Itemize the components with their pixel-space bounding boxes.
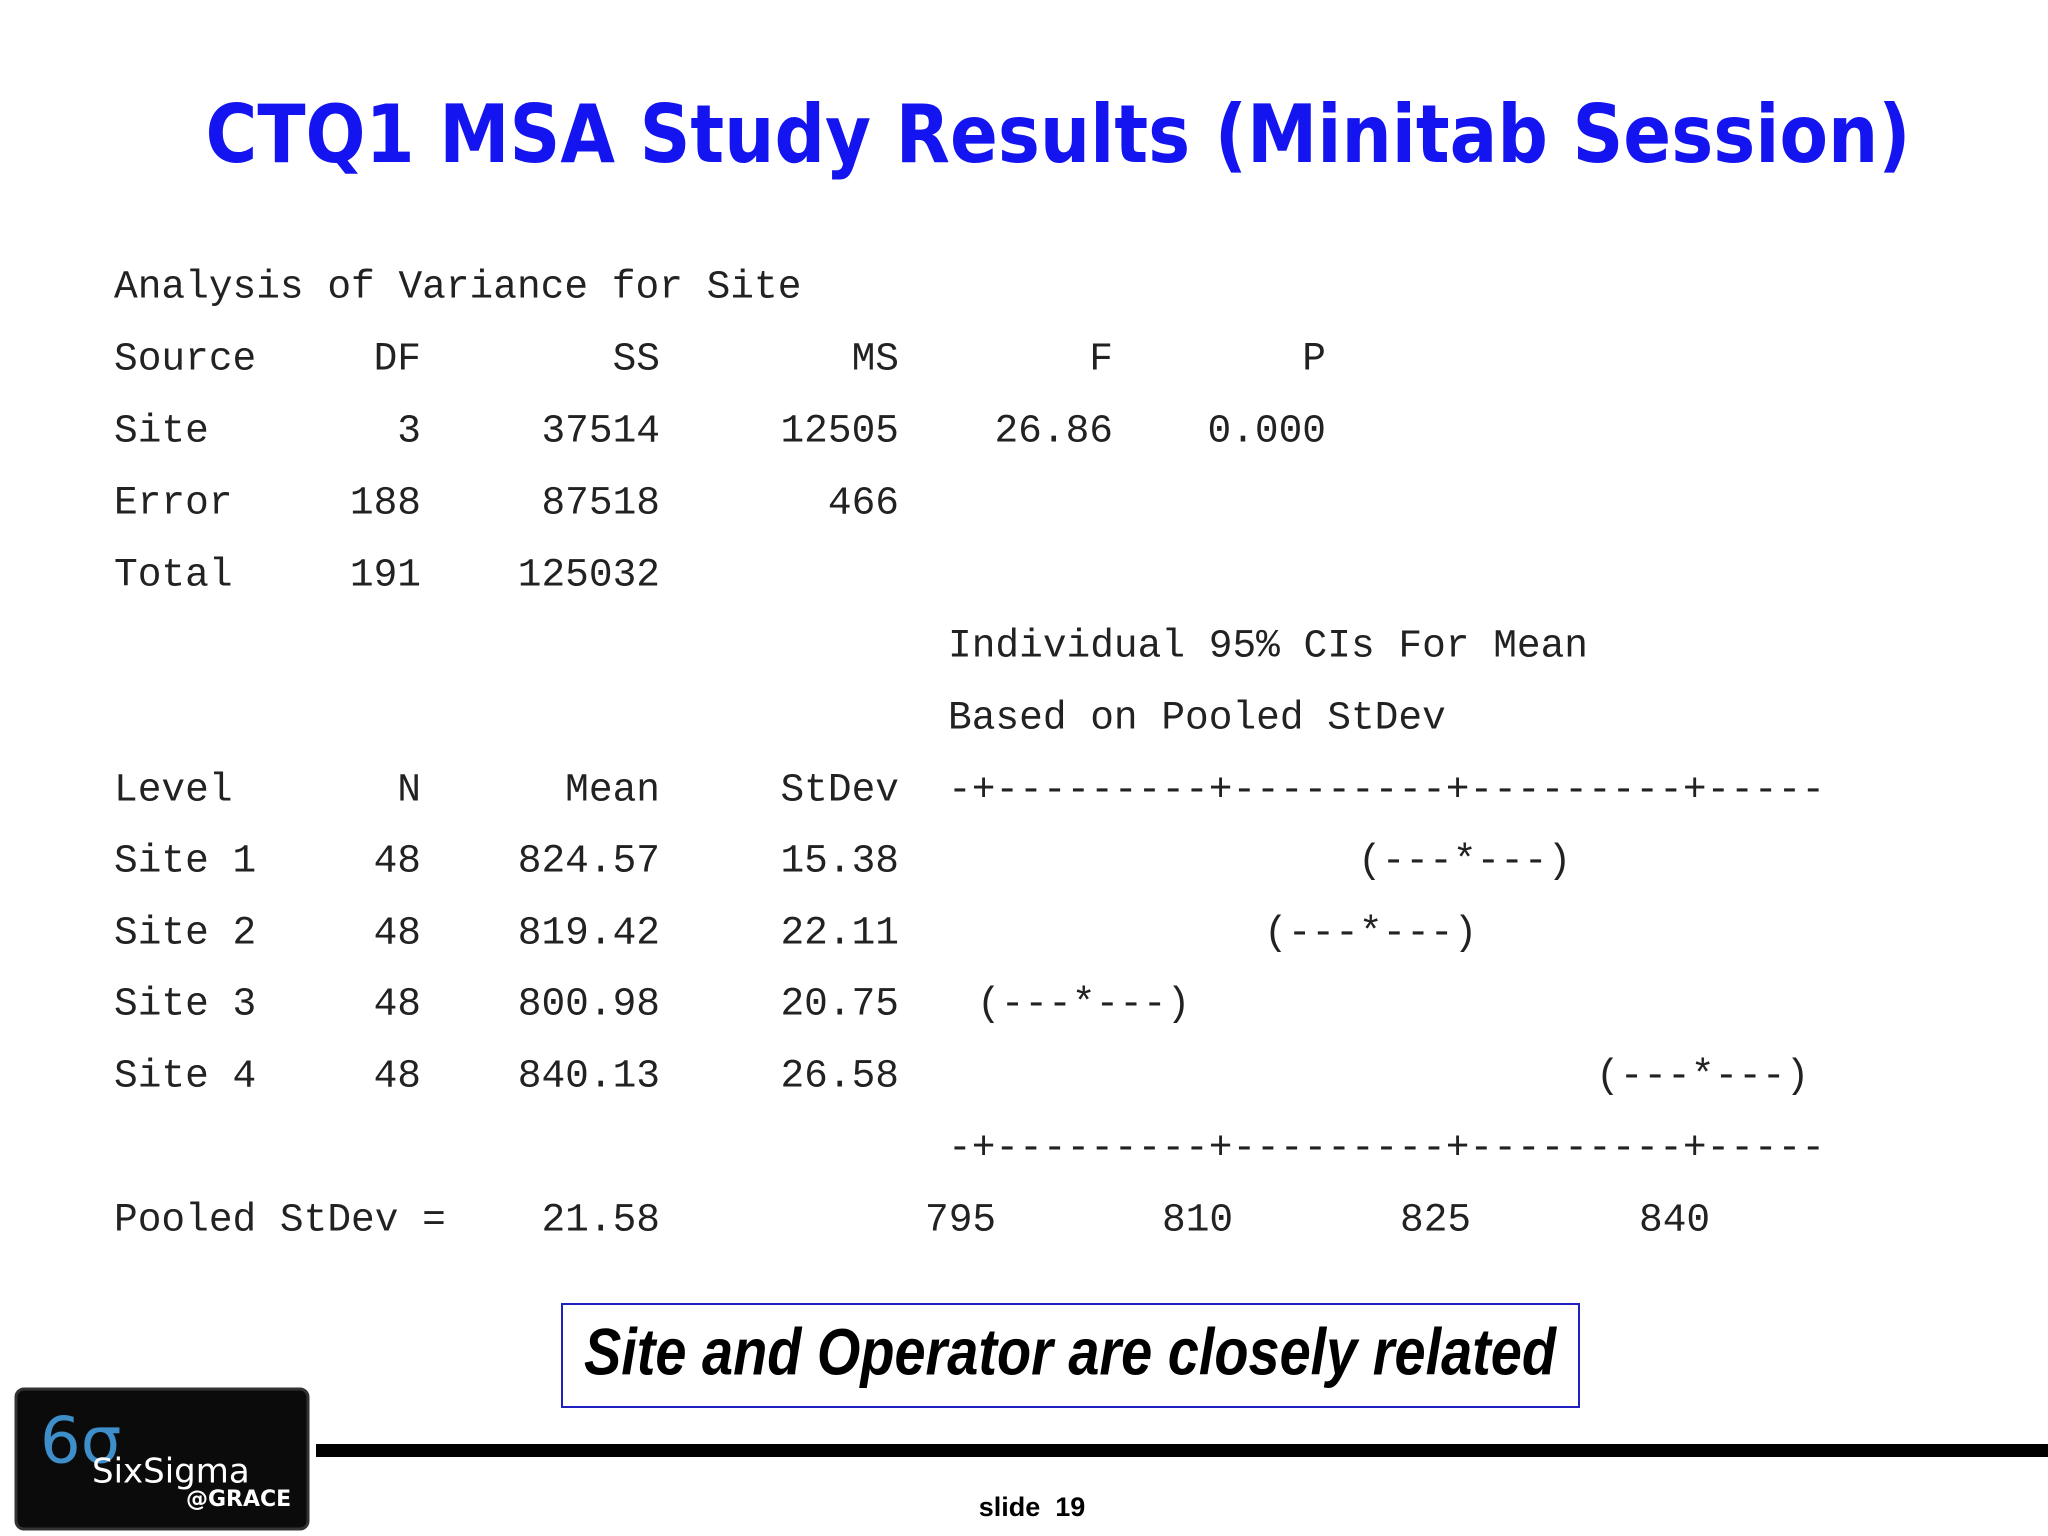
anova-column-header: Source [114, 336, 256, 381]
ci-axis-line: -+---------+---------+---------+----- [948, 767, 1825, 812]
anova-cell: 466 [828, 480, 899, 525]
ci-interval: (---*---) [977, 981, 1190, 1026]
ci-heading: Based on Pooled StDev [948, 695, 1446, 740]
anova-cell: 3 [397, 408, 421, 453]
anova-cell: Total [114, 552, 233, 597]
means-column-header: StDev [780, 767, 899, 812]
means-cell: Site 2 [114, 910, 256, 955]
slide-title: CTQ1 MSA Study Results (Minitab Session) [206, 88, 1911, 181]
means-cell: 20.75 [780, 981, 899, 1026]
anova-cell: Error [114, 480, 233, 525]
means-cell: 48 [374, 910, 421, 955]
means-cell: 48 [374, 1053, 421, 1098]
means-cell: 22.11 [780, 910, 899, 955]
logo-symbol: 6σ [40, 1405, 121, 1479]
anova-cell: 125032 [518, 552, 660, 597]
means-column-header: N [397, 767, 421, 812]
ci-axis-tick: 795 [925, 1197, 996, 1242]
means-cell: 26.58 [780, 1053, 899, 1098]
ci-axis-tick: 810 [1162, 1197, 1233, 1242]
means-cell: 840.13 [518, 1053, 660, 1098]
ci-axis-tick: 825 [1400, 1197, 1471, 1242]
anova-heading: Analysis of Variance for Site [114, 264, 801, 309]
means-cell: 15.38 [780, 838, 899, 883]
anova-cell: 0.000 [1207, 408, 1326, 453]
anova-cell: 37514 [541, 408, 660, 453]
anova-column-header: F [1089, 336, 1113, 381]
anova-cell: 12505 [780, 408, 899, 453]
means-cell: Site 4 [114, 1053, 256, 1098]
footer-rule [316, 1444, 2048, 1457]
means-column-header: Level [114, 767, 233, 812]
ci-interval: (---*---) [1596, 1053, 1809, 1098]
pooled-label: Pooled StDev = [114, 1197, 446, 1242]
means-column-header: Mean [565, 767, 660, 812]
means-cell: 819.42 [518, 910, 660, 955]
tables: Source DF SS MS F P Site 3 37514 12505 26.86 0.000 E… [114, 336, 1825, 1242]
ci-interval: (---*---) [1264, 910, 1477, 955]
anova-cell: Site [114, 408, 209, 453]
means-cell: 824.57 [518, 838, 660, 883]
slide-number: slide 19 [979, 1492, 1086, 1522]
anova-column-header: DF [374, 336, 421, 381]
anova-cell: 191 [350, 552, 421, 597]
pooled-value: 21.58 [541, 1197, 660, 1242]
anova-column-header: P [1302, 336, 1326, 381]
anova-cell: 26.86 [994, 408, 1113, 453]
means-cell: Site 3 [114, 981, 256, 1026]
logo-badge [14, 1387, 310, 1531]
anova-cell: 87518 [541, 480, 660, 525]
anova-column-header: SS [613, 336, 660, 381]
callout-text: Site and Operator are closely related [584, 1314, 1557, 1388]
means-cell: 48 [374, 838, 421, 883]
anova-column-header: MS [852, 336, 899, 381]
ci-axis-tick: 840 [1639, 1197, 1710, 1242]
logo-org: @GRACE [186, 1487, 291, 1512]
means-cell: Site 1 [114, 838, 256, 883]
means-cell: 48 [374, 981, 421, 1026]
means-cell: 800.98 [518, 981, 660, 1026]
callout-box [561, 1303, 1580, 1408]
ci-heading: Individual 95% CIs For Mean [948, 623, 1588, 668]
logo-name: SixSigma [92, 1452, 250, 1492]
ci-interval: (---*---) [1358, 838, 1571, 883]
anova-cell: 188 [350, 480, 421, 525]
ci-axis-line: -+---------+---------+---------+----- [948, 1125, 1825, 1170]
